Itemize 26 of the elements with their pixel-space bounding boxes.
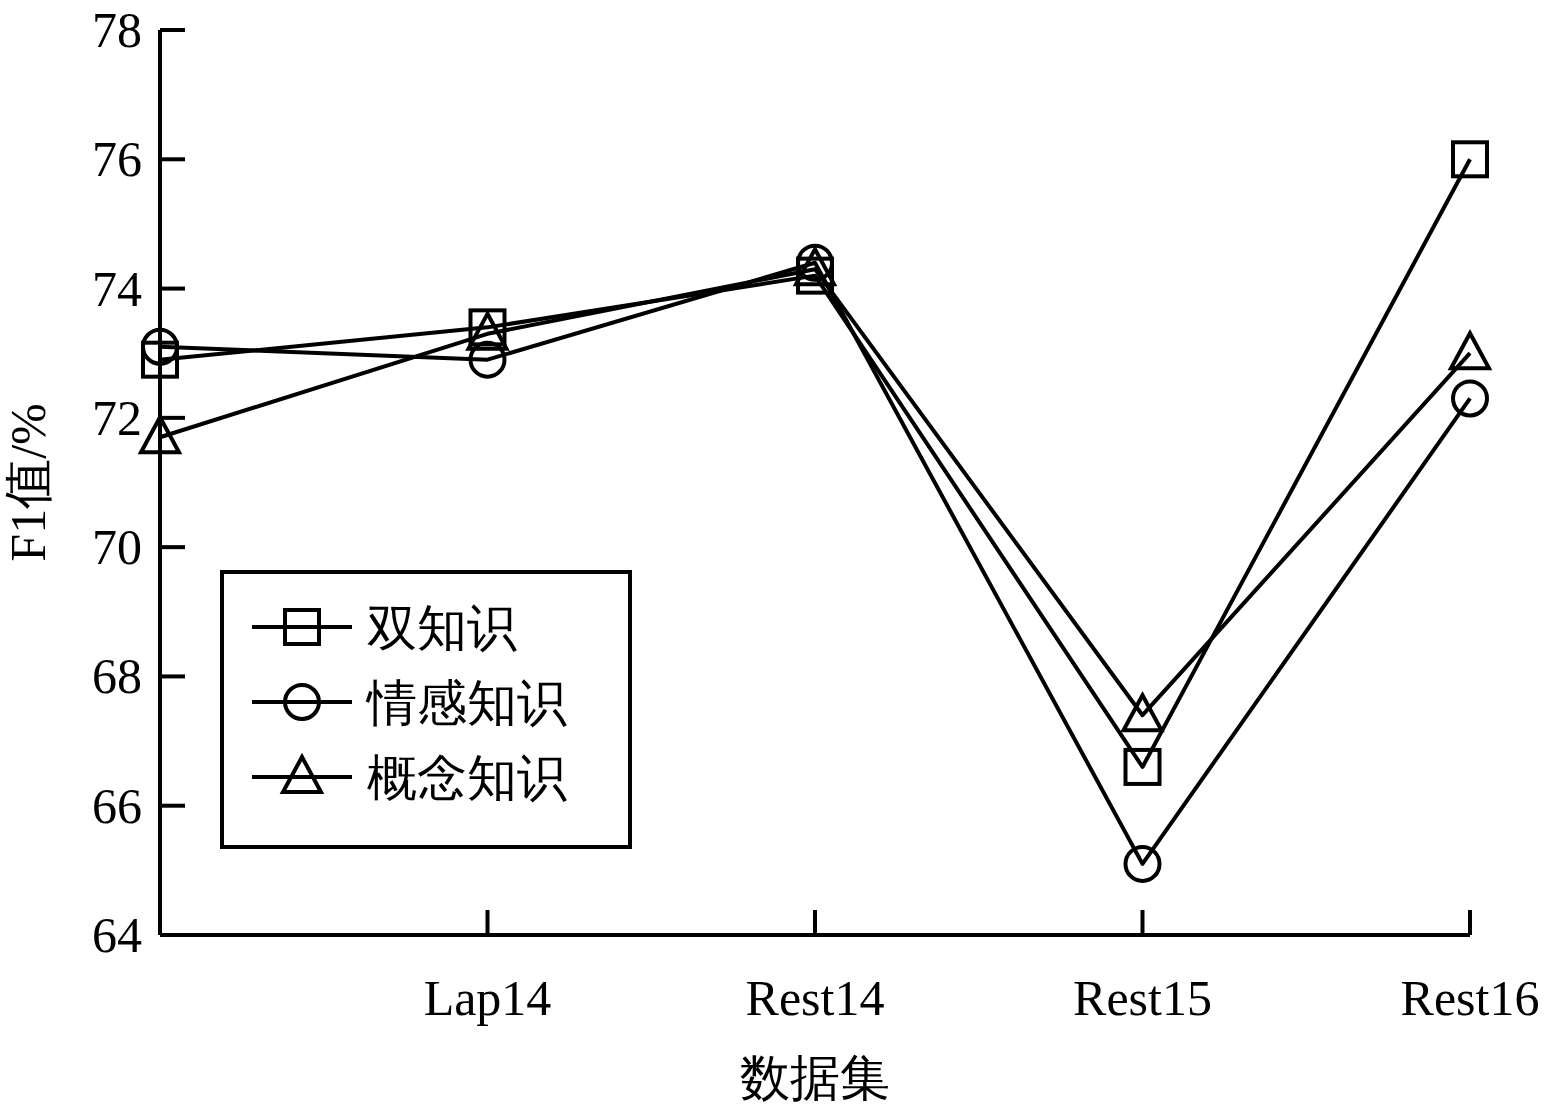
y-tick-label: 68 — [92, 648, 142, 705]
legend-label: 双知识 — [367, 600, 517, 656]
y-axis-title: F1值/% — [0, 403, 56, 562]
point — [1451, 379, 1489, 418]
legend-label: 情感知识 — [365, 675, 567, 731]
point — [141, 340, 179, 379]
y-tick-label: 76 — [92, 131, 142, 188]
x-tick-label: Lap14 — [423, 970, 552, 1026]
point — [1449, 331, 1491, 371]
x-tick-label: Rest16 — [1400, 970, 1540, 1026]
point — [139, 415, 181, 455]
x-tick-label: Rest15 — [1073, 970, 1212, 1026]
x-tick-label: Rest14 — [745, 970, 885, 1026]
point — [468, 340, 507, 379]
point — [1123, 747, 1162, 786]
point — [1451, 140, 1489, 179]
y-tick-label: 70 — [92, 519, 142, 576]
y-tick-label: 72 — [92, 389, 142, 446]
y-tick-label: 64 — [92, 907, 142, 963]
point — [1123, 844, 1162, 883]
x-axis-title: 数据集 — [740, 1050, 890, 1106]
legend-label: 概念知识 — [367, 750, 567, 806]
y-tick-label: 78 — [92, 2, 142, 58]
y-tick-label: 66 — [92, 777, 142, 834]
y-tick-label: 74 — [92, 260, 142, 317]
point — [1121, 693, 1164, 733]
